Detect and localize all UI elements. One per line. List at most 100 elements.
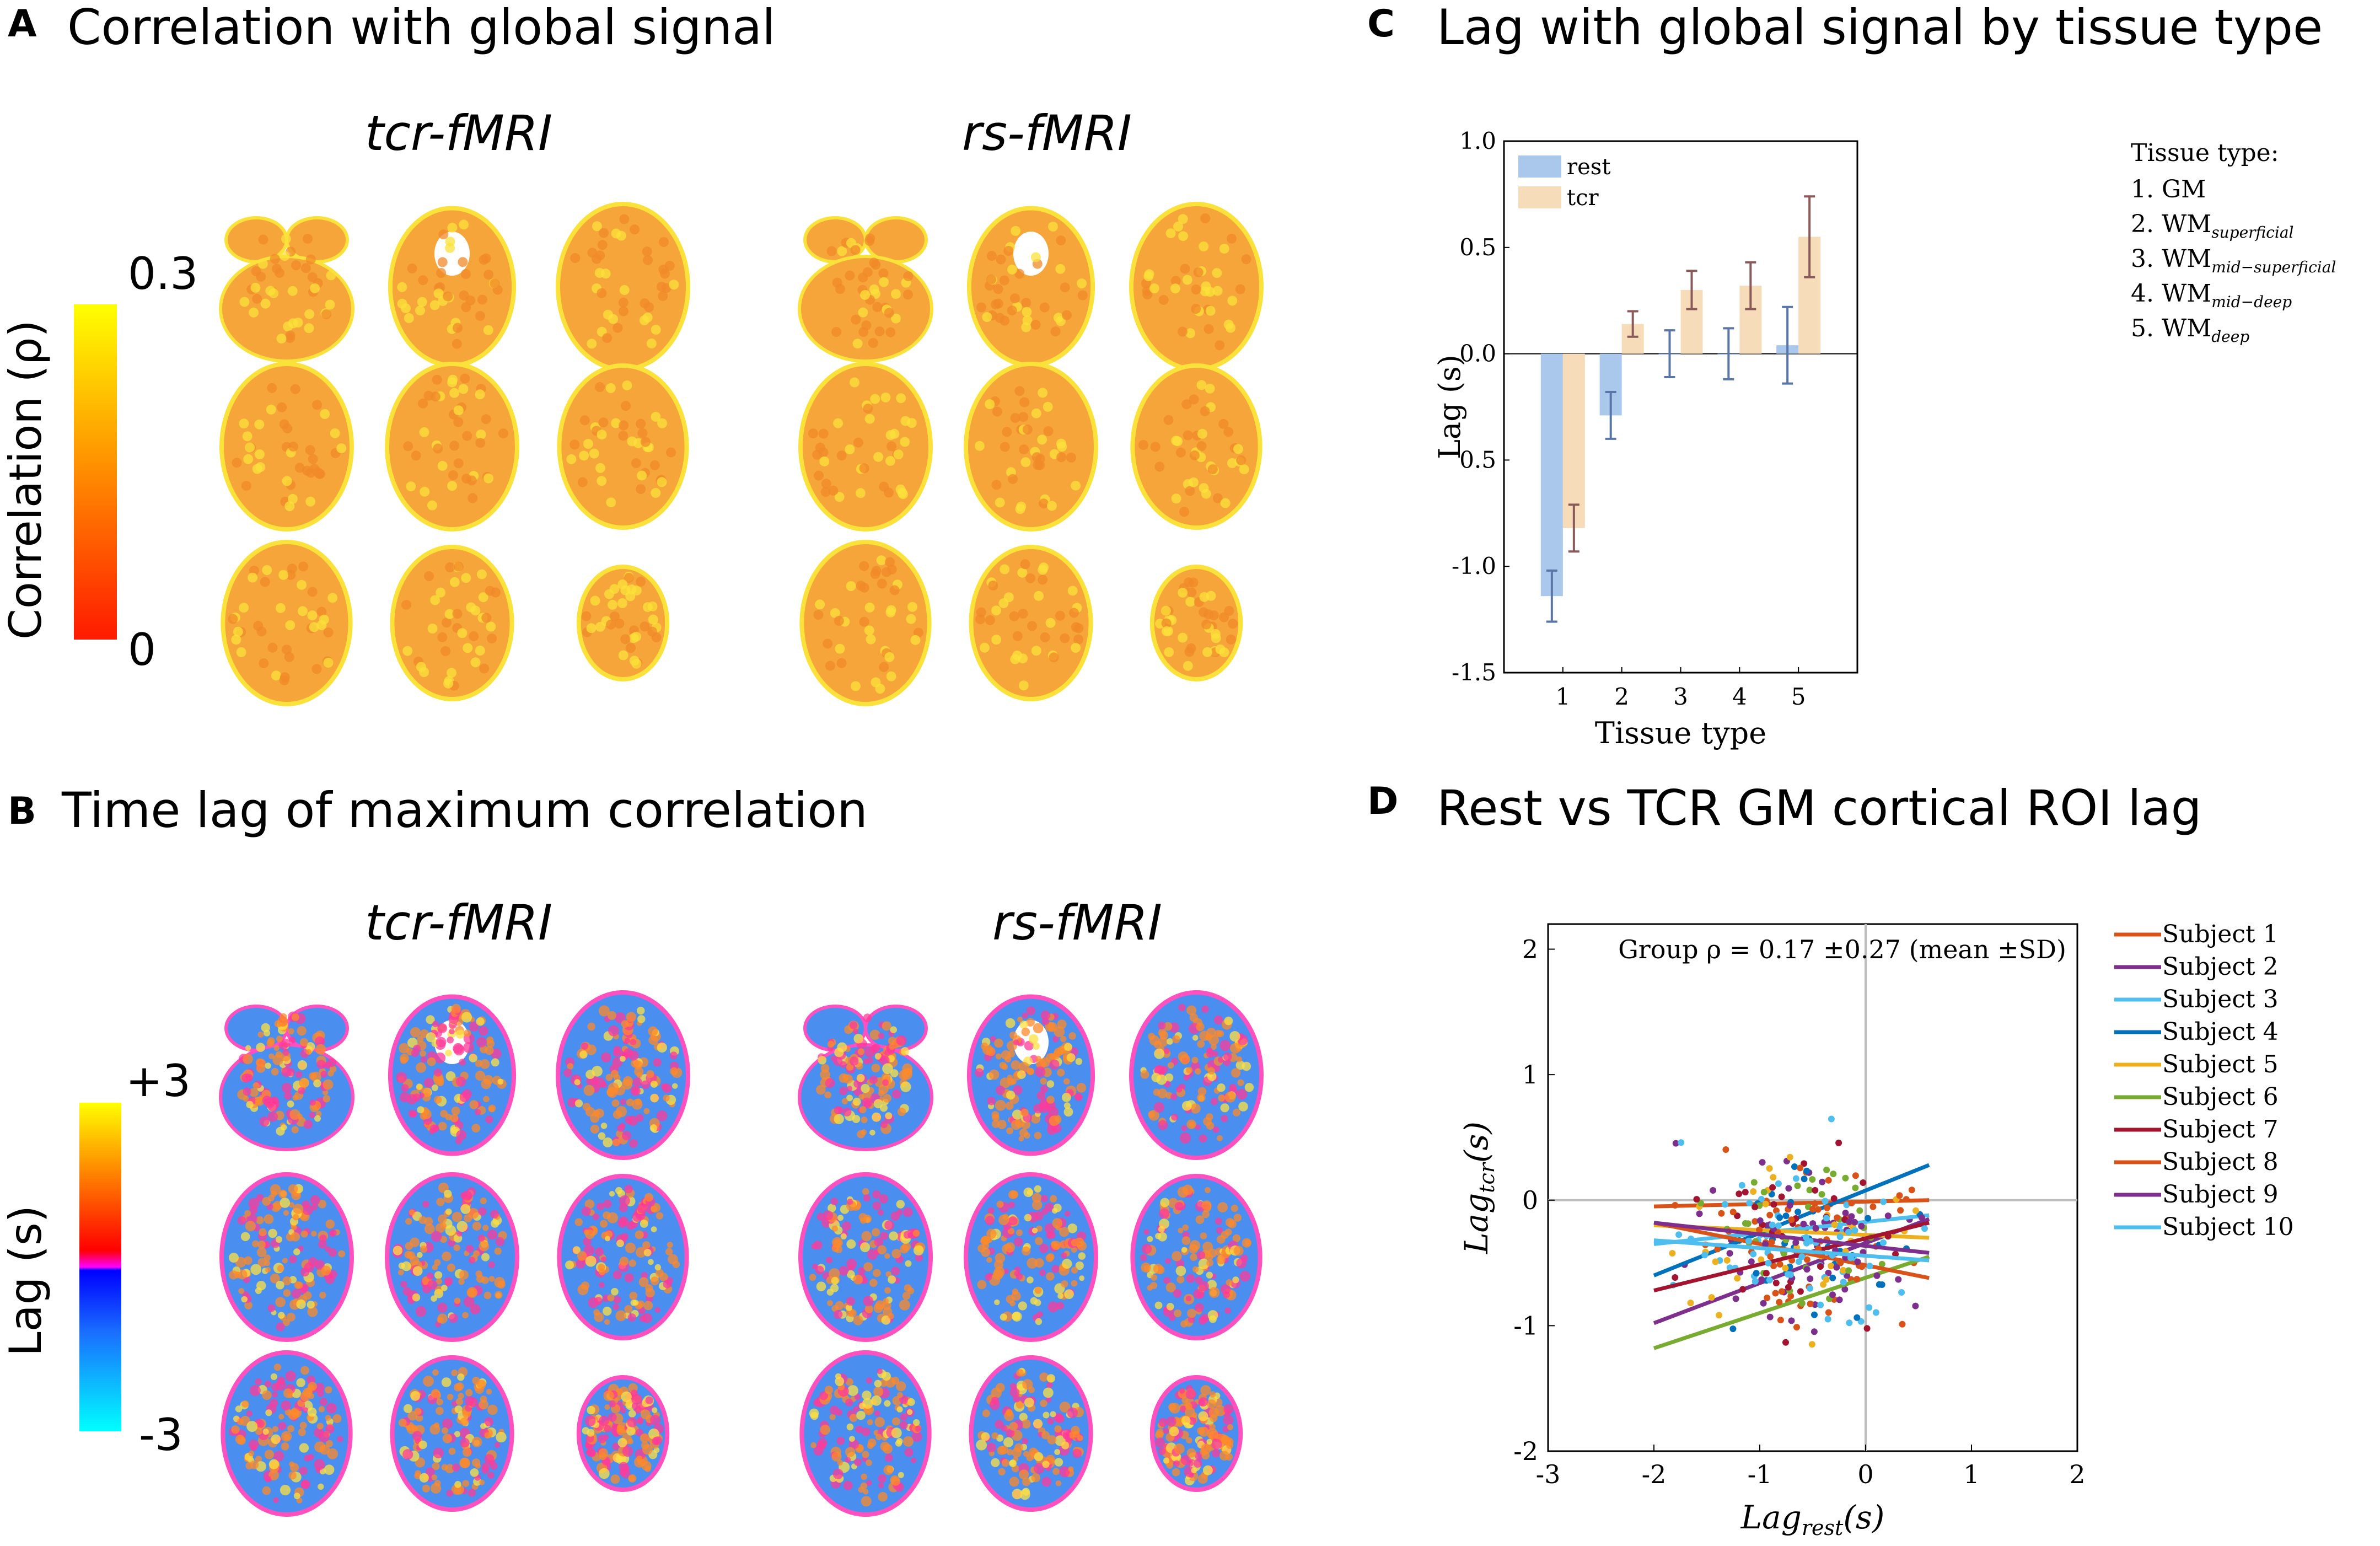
- brain-texture-spot: [826, 246, 837, 256]
- brain-texture-spot: [872, 1190, 881, 1199]
- brain-texture-spot: [1068, 1466, 1074, 1472]
- brain-texture-spot: [1171, 493, 1181, 504]
- brain-texture-spot: [481, 253, 491, 264]
- brain-texture-spot: [495, 1291, 503, 1299]
- brain-texture-spot: [318, 1199, 327, 1209]
- brain-slice: [1129, 990, 1264, 1160]
- brain-texture-spot: [1040, 1010, 1050, 1020]
- brain-texture-spot: [1052, 1207, 1058, 1214]
- brain-texture-spot: [850, 245, 861, 255]
- brain-texture-spot: [584, 1229, 589, 1235]
- brain-texture-spot: [834, 1310, 843, 1319]
- brain-texture-spot: [1212, 286, 1223, 296]
- brain-texture-spot: [613, 1303, 620, 1311]
- brain-texture-spot: [272, 264, 282, 274]
- brain-texture-spot: [249, 307, 259, 318]
- brain-texture-spot: [307, 1306, 318, 1317]
- brain-texture-spot: [1178, 1227, 1184, 1233]
- brain-texture-spot: [598, 1132, 606, 1140]
- brain-texture-spot: [246, 1101, 254, 1109]
- brain-texture-spot: [842, 1221, 851, 1231]
- scatter-point: [1863, 1325, 1871, 1332]
- scatter-point: [1848, 1213, 1855, 1220]
- brain-texture-spot: [1154, 461, 1165, 472]
- brain-texture-spot: [991, 1458, 1000, 1467]
- brain-texture-spot: [861, 1496, 872, 1507]
- brain-texture-spot: [256, 271, 266, 282]
- brain-texture-spot: [1186, 1274, 1195, 1283]
- scatter-point: [1742, 1189, 1749, 1196]
- legend-label: Subject 1: [2162, 920, 2279, 948]
- brain-texture-spot: [256, 1216, 264, 1225]
- brain-texture-spot: [302, 1204, 314, 1215]
- brain-texture-spot: [1210, 1414, 1218, 1422]
- brain-texture-spot: [271, 1068, 279, 1076]
- brain-texture-spot: [1034, 1258, 1044, 1268]
- brain-texture-spot: [1060, 282, 1070, 293]
- brain-texture-spot: [643, 1249, 652, 1257]
- brain-texture-spot: [1187, 1308, 1196, 1318]
- brain-texture-spot: [654, 1307, 660, 1313]
- brain-texture-spot: [270, 1184, 281, 1195]
- brain-texture-spot: [475, 1270, 482, 1277]
- brain-texture-spot: [884, 1049, 891, 1056]
- brain-texture-spot: [869, 1075, 878, 1085]
- brain-texture-spot: [314, 1260, 325, 1270]
- brain-texture-spot: [1038, 388, 1048, 398]
- brain-texture-spot: [241, 1400, 249, 1408]
- brain-texture-spot: [1034, 591, 1044, 601]
- brain-texture-spot: [453, 405, 464, 416]
- brain-texture-spot: [995, 313, 1005, 323]
- brain-texture-spot: [913, 1245, 924, 1256]
- brain-texture-spot: [1232, 1234, 1241, 1243]
- brain-texture-spot: [565, 1260, 574, 1270]
- brain-texture-spot: [1009, 1459, 1017, 1467]
- brain-texture-spot: [617, 579, 628, 589]
- brain-texture-spot: [1024, 1397, 1034, 1408]
- brain-texture-spot: [1181, 1101, 1192, 1111]
- brain-texture-spot: [819, 1391, 829, 1400]
- brain-texture-spot: [300, 263, 311, 273]
- brain-texture-spot: [1186, 1389, 1196, 1399]
- brain-texture-spot: [851, 314, 861, 325]
- brain-texture-spot: [1236, 1089, 1248, 1100]
- brain-texture-spot: [808, 428, 818, 439]
- brain-texture-spot: [449, 441, 460, 451]
- brain-slice: [390, 545, 514, 701]
- scatter-point: [1880, 1239, 1887, 1246]
- brain-texture-spot: [414, 1408, 422, 1415]
- brain-texture-spot: [469, 631, 479, 641]
- brain-texture-spot: [898, 1472, 904, 1478]
- brain-texture-spot: [1006, 1429, 1015, 1437]
- brain-texture-spot: [985, 1274, 992, 1281]
- brain-texture-spot: [658, 264, 669, 275]
- brain-texture-spot: [1202, 1242, 1213, 1252]
- brain-texture-spot: [1068, 1032, 1076, 1040]
- scatter-point: [1896, 1192, 1903, 1199]
- brain-texture-spot: [1039, 562, 1049, 573]
- brain-texture-spot: [423, 1078, 434, 1088]
- brain-texture-spot: [836, 450, 847, 461]
- scatter-point: [1854, 1258, 1861, 1265]
- brain-texture-spot: [431, 1474, 438, 1480]
- brain-texture-spot: [463, 1042, 474, 1053]
- brain-texture-spot: [480, 1059, 490, 1069]
- brain-texture-spot: [1025, 573, 1035, 583]
- brain-texture-spot: [267, 1111, 278, 1122]
- brain-texture-spot: [284, 652, 294, 662]
- brain-texture-spot: [903, 1436, 914, 1447]
- brain-texture-spot: [1041, 1431, 1050, 1440]
- brain-texture-spot: [1019, 1469, 1029, 1480]
- brain-texture-spot: [1012, 631, 1023, 641]
- legend-label-tcr: tcr: [1567, 185, 1599, 211]
- brain-texture-spot: [1054, 1458, 1063, 1467]
- brain-texture-spot: [995, 497, 1005, 508]
- brain-texture-spot: [898, 489, 908, 500]
- brain-texture-spot: [831, 327, 842, 337]
- brain-texture-spot: [287, 1425, 294, 1432]
- scatter-point: [1806, 1187, 1813, 1194]
- brain-texture-spot: [1174, 1443, 1185, 1454]
- brain-texture-spot: [249, 1088, 259, 1097]
- brain-texture-spot: [1191, 1056, 1199, 1064]
- brain-texture-spot: [248, 1450, 255, 1457]
